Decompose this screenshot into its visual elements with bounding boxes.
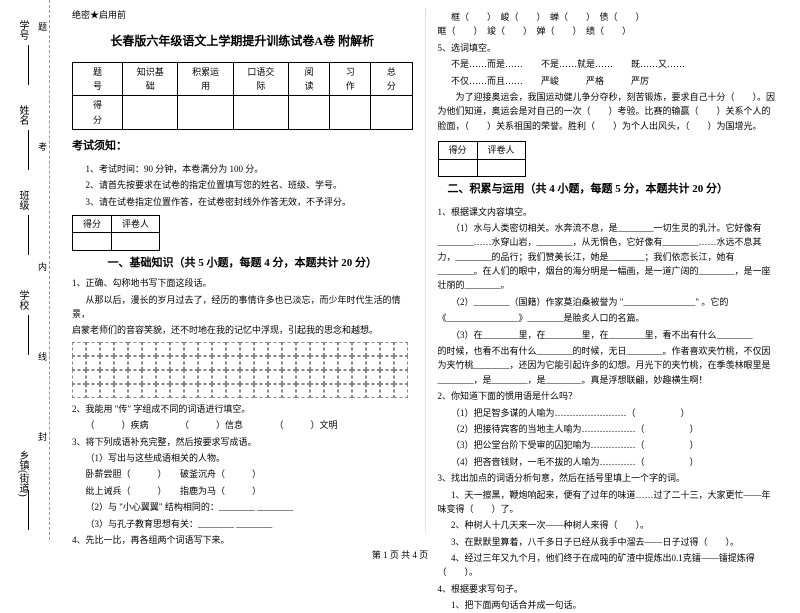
q3a: （1）写出与这些成语相关的人物。 [72, 451, 413, 465]
page-footer: 第 1 页 共 4 页 [0, 548, 800, 561]
th: 题 号 [73, 62, 123, 96]
s2q2: 2、你知道下面的惯用语是什么吗？ [438, 389, 779, 403]
s2q1d: （3）在________里，在________里，在________里，看不出有… [438, 328, 779, 342]
th: 知识基础 [123, 62, 178, 96]
q5: 5、选词填空。 [438, 41, 779, 55]
th: 阅读 [289, 62, 330, 96]
s2q2b: （2）把接待宾客的当地主人喻为………………（ ） [438, 422, 779, 436]
margin-label-class: 班级 [15, 190, 30, 210]
s2q3: 3、找出加点的词语分析句意，然后在括号里填上一个字的词。 [438, 471, 779, 485]
scorer-box2: 得分评卷人 二、积累与运用（共 4 小题，每题 5 分，本题共计 20 分） [438, 141, 779, 202]
section1-title: 一、基础知识（共 5 小题，每题 4 分，本题共计 20 分） [72, 255, 413, 273]
td: 评卷人 [112, 215, 160, 232]
margin-label-id: 学号 [15, 20, 30, 40]
td: 评卷人 [477, 142, 525, 159]
td [289, 96, 330, 130]
td [330, 96, 371, 130]
q3d: （2）与 "小心翼翼" 结构相同的：________ ________ [72, 500, 413, 514]
margin-underline [28, 315, 29, 355]
th: 习作 [330, 62, 371, 96]
s2q3b: 2、种树人十几天来一次——种树人来得（ ）。 [438, 518, 779, 532]
s2q3c: 3、在默默里算着，八千多日子已经从我手中溜去——日子过得（ ）。 [438, 535, 779, 549]
s2q2c: （3）把公堂台阶下受审的囚犯喻为……………（ ） [438, 438, 779, 452]
s2q4a: 1、把下面两句话合并成一句话。 [438, 598, 779, 612]
q5a: 不是……而是…… 不是……就是…… 既……又…… [438, 57, 779, 71]
td: 得分 [73, 215, 112, 232]
q5b: 不仅……而且…… 严峻 严格 严厉 [438, 74, 779, 88]
s2q4: 4、根据要求写句子。 [438, 582, 779, 596]
table-row: 题 号 知识基础 积累运用 口语交际 阅读 习作 总分 [73, 62, 413, 96]
s2q1e: 的时候，也看不出有什么________的时候，无日________。作者喜欢夹竹… [438, 344, 779, 387]
scorer-box: 得分评卷人 [72, 215, 413, 251]
s2q1b: （2）________（国籍）作家莫泊桑被誉为 "_______________… [438, 295, 779, 309]
td [73, 233, 112, 250]
column-left: 绝密★启用前 长春版六年级语文上学期提升训练试卷A卷 附解析 题 号 知识基础 … [60, 8, 426, 532]
q1: 1、正确、勾称地书写下面这段话。 [72, 276, 413, 290]
q3e: （3）与孔子教育思想有关：________ ________ [72, 517, 413, 531]
q3c: 纰上诫兵（ ） 指鹿为马（ ） [72, 484, 413, 498]
th: 口语交际 [233, 62, 288, 96]
margin-underline [28, 215, 29, 255]
td [123, 96, 178, 130]
q2-options: （ ）疾病 （ ）信息 （ ）文明 [72, 418, 413, 432]
margin-label-school: 学校 [15, 290, 30, 310]
margin-label-name: 姓名 [15, 105, 30, 125]
q3: 3、将下列成语补充完整，然后按要求写成语。 [72, 435, 413, 449]
s2q2d: （4）把吝啬钱财，一毛不拔的人喻为…………（ ） [438, 455, 779, 469]
th: 积累运用 [178, 62, 233, 96]
s2q1a: （1）水与人类密切相关。水奔流不息，是________一切生灵的乳汁。它好像有_… [438, 221, 779, 293]
margin-underline [28, 490, 29, 530]
td [112, 233, 160, 250]
td [477, 159, 525, 176]
table-row: 得 分 [73, 96, 413, 130]
notice-item: 2、请首先按要求在试卷的指定位置填写您的姓名、班级、学号。 [72, 178, 413, 192]
q5c: 为了迎接奥运会，我国运动健儿争分夺秒，刻苦锻炼，要求自己十分（ ）。因为他们知道… [438, 90, 779, 133]
left-margin: 学号 姓名 班级 学校 乡镇(街道) 题 考 内 线 封 [0, 0, 50, 540]
td [371, 96, 412, 130]
content-area: 绝密★启用前 长春版六年级语文上学期提升训练试卷A卷 附解析 题 号 知识基础 … [50, 0, 800, 540]
margin-underline [28, 45, 29, 85]
td [233, 96, 288, 130]
s2q1c: 《________________》________是脍炙人口的名篇。 [438, 311, 779, 325]
td [438, 159, 477, 176]
margin-underline [28, 130, 29, 170]
char-pairs: 框（ ） 峻（ ） 蝉（ ） 债（ ） 眶（ ） 竣（ ） 婵（ ） 绩（ ） [438, 10, 779, 39]
column-right: 框（ ） 峻（ ） 蝉（ ） 债（ ） 眶（ ） 竣（ ） 婵（ ） 绩（ ） … [426, 8, 791, 532]
page-container: 学号 姓名 班级 学校 乡镇(街道) 题 考 内 线 封 绝密★启用前 长春版六… [0, 0, 800, 540]
scorer-table: 得分评卷人 [438, 141, 526, 177]
notice-item: 1、考试时间：90 分钟，本卷满分为 100 分。 [72, 162, 413, 176]
td: 得分 [438, 142, 477, 159]
midchar: 封 [38, 430, 47, 443]
notice-heading: 考试须知： [72, 138, 413, 156]
section2-title: 二、积累与运用（共 4 小题，每题 5 分，本题共计 20 分） [448, 181, 729, 199]
s2q1: 1、根据课文内容填空。 [438, 205, 779, 219]
midchar: 考 [38, 140, 47, 153]
notice-item: 3、请在试卷指定位置作答，在试卷密封线外作答无效，不予评分。 [72, 195, 413, 209]
midchar: 题 [38, 20, 47, 33]
th: 总分 [371, 62, 412, 96]
scorer-table: 得分评卷人 [72, 215, 160, 251]
midchar: 内 [38, 260, 47, 273]
midchar: 线 [38, 350, 47, 363]
s2q3a: 1、天一擦黑，鞭炮响起来，便有了过年的味道……过了二十三，大家更忙——年味变得（… [438, 488, 779, 517]
td: 得 分 [73, 96, 123, 130]
q4: 4、先比一比，再各组两个词语写下来。 [72, 533, 413, 547]
secret-mark: 绝密★启用前 [72, 8, 413, 22]
q1-text: 启蒙老师们的音容笑貌，还不时地在我的记忆中浮现，引起我的思念和越想。 [72, 323, 413, 337]
s2q2a: （1）把足智多谋的人喻为……………………（ ） [438, 406, 779, 420]
td [178, 96, 233, 130]
writing-grid [72, 342, 413, 398]
paper-title: 长春版六年级语文上学期提升训练试卷A卷 附解析 [72, 32, 413, 51]
q1-text: 从那以后，漫长的岁月过去了，经历的事情许多也已淡忘，而少年时代生活的情景， [72, 293, 413, 322]
q2: 2、我能用 "传" 字组成不同的词语进行填空。 [72, 402, 413, 416]
score-table: 题 号 知识基础 积累运用 口语交际 阅读 习作 总分 得 分 [72, 62, 413, 131]
q3b: 卧薪尝胆（ ） 破釜沉舟（ ） [72, 467, 413, 481]
